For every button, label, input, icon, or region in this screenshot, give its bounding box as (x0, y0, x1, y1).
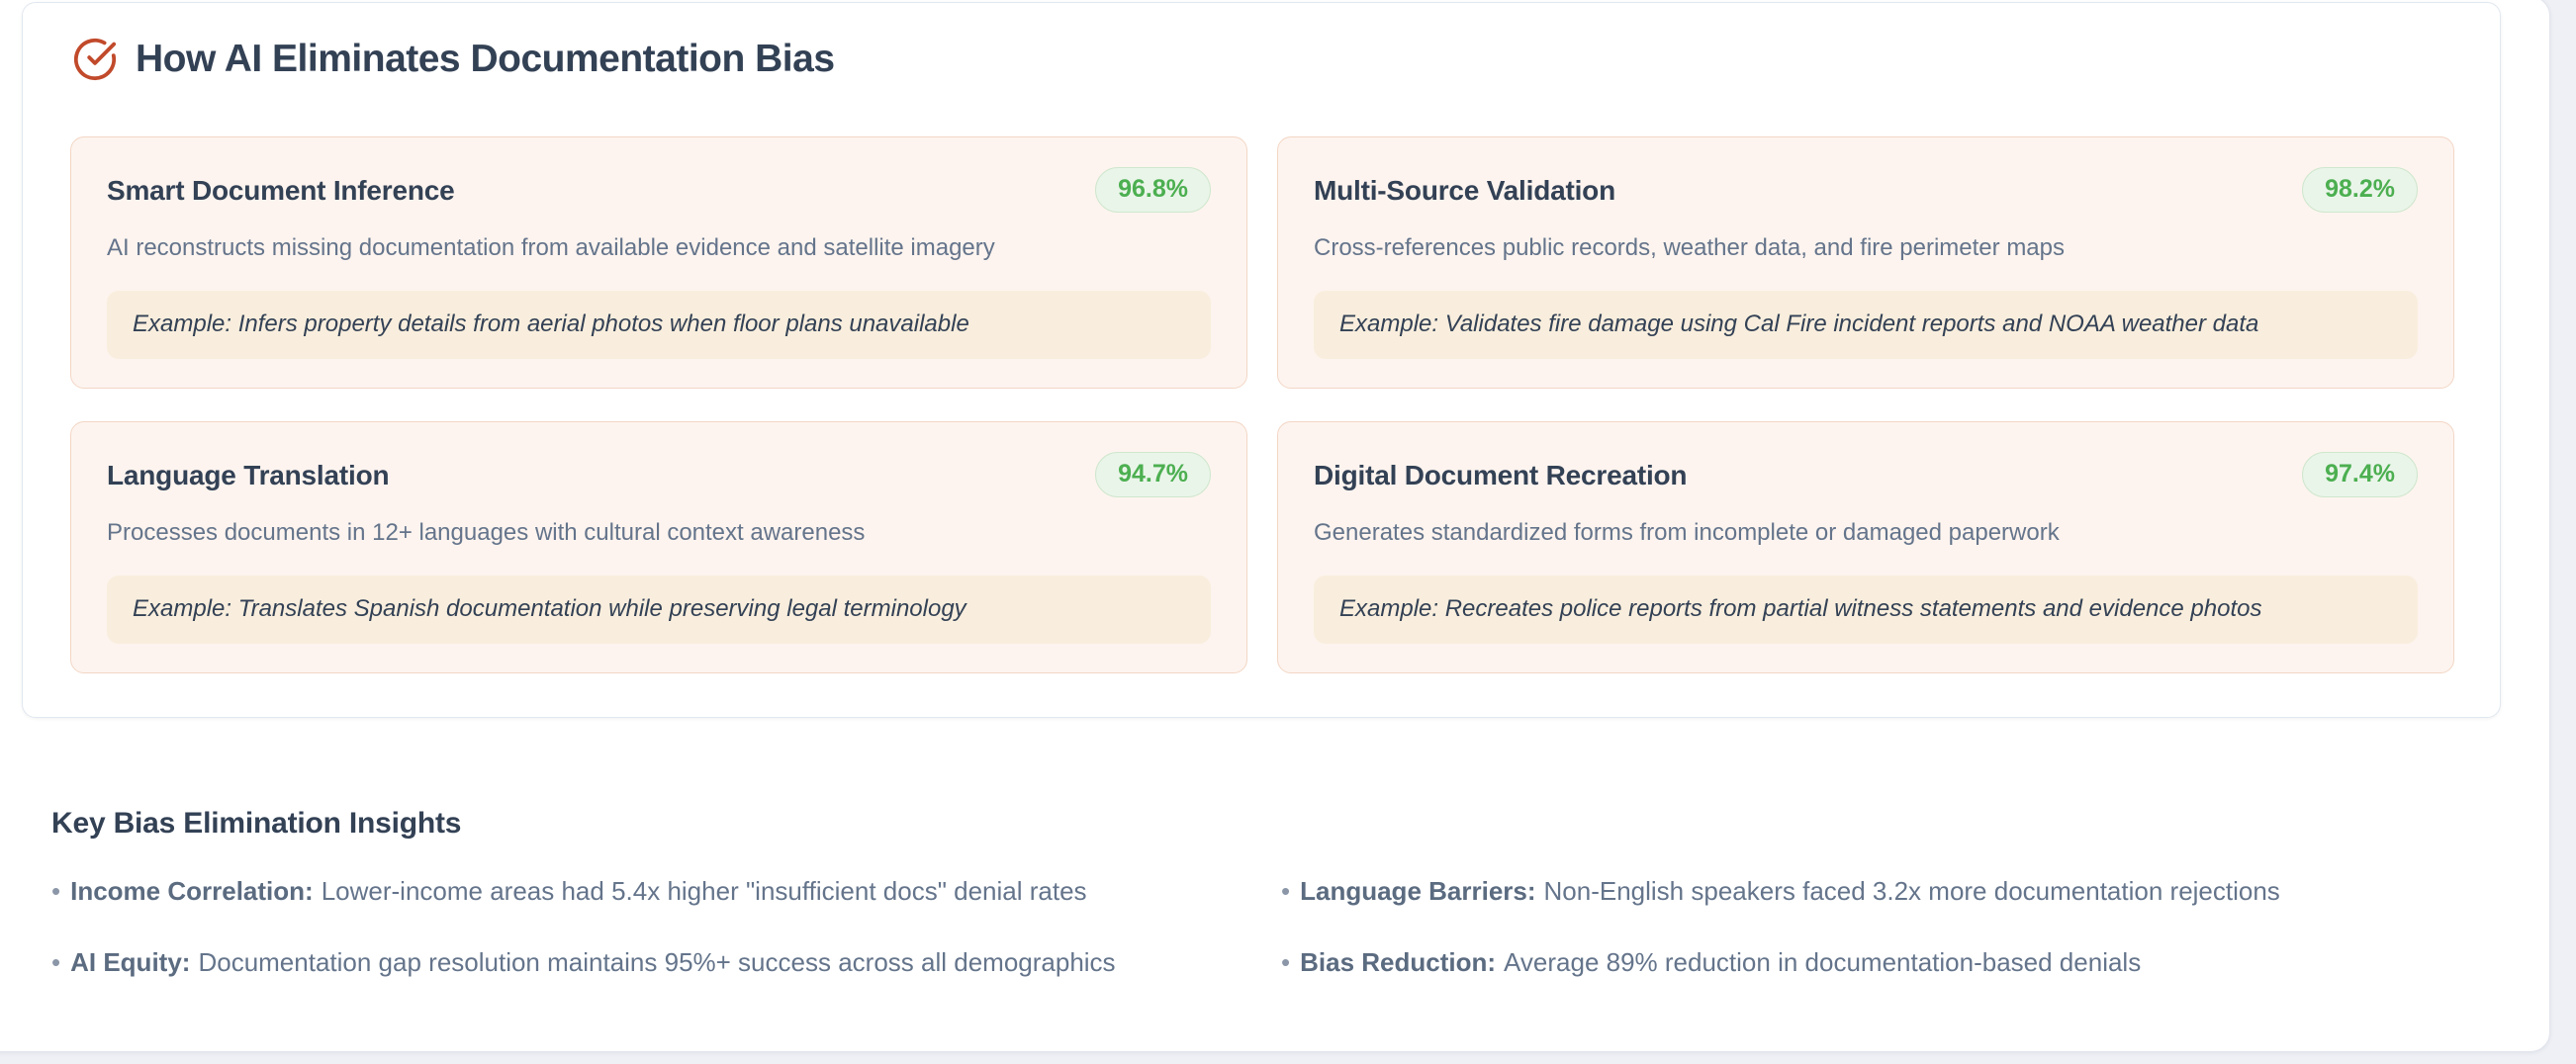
feature-card-language-translation: Language Translation 94.7% Processes doc… (70, 421, 1247, 673)
feature-title: Digital Document Recreation (1314, 460, 1688, 490)
accuracy-badge: 98.2% (2302, 167, 2418, 213)
feature-title: Language Translation (107, 460, 390, 490)
insights-heading: Key Bias Elimination Insights (51, 807, 462, 840)
feature-card-smart-document-inference: Smart Document Inference 96.8% AI recons… (70, 136, 1247, 389)
feature-card-header: Digital Document Recreation 97.4% (1314, 452, 2418, 497)
bullet-icon: • (51, 947, 61, 977)
check-circle-icon (72, 37, 118, 82)
insight-label: AI Equity: (70, 947, 191, 977)
insight-text: Non-English speakers faced 3.2x more doc… (1543, 876, 2280, 906)
insight-label: Language Barriers: (1300, 876, 1536, 906)
bullet-icon: • (1281, 876, 1291, 906)
feature-card-digital-document-recreation: Digital Document Recreation 97.4% Genera… (1277, 421, 2454, 673)
feature-title: Smart Document Inference (107, 175, 455, 206)
bullet-icon: • (1281, 947, 1291, 977)
feature-example: Example: Infers property details from ae… (107, 291, 1211, 360)
accuracy-badge: 97.4% (2302, 452, 2418, 497)
accuracy-badge: 96.8% (1095, 167, 1211, 213)
section-header: How AI Eliminates Documentation Bias (23, 3, 2500, 82)
bullet-icon: • (51, 876, 61, 906)
insight-text: Average 89% reduction in documentation-b… (1504, 947, 2142, 977)
feature-example: Example: Translates Spanish documentatio… (107, 576, 1211, 645)
feature-description: Processes documents in 12+ languages wit… (107, 518, 866, 546)
feature-description: Generates standardized forms from incomp… (1314, 518, 2060, 546)
feature-description: Cross-references public records, weather… (1314, 233, 2065, 261)
insights-grid: • Income Correlation: Lower-income areas h… (51, 869, 2515, 984)
insight-bias-reduction: • Bias Reduction: Average 89% reduction in… (1281, 940, 2511, 984)
insight-label: Bias Reduction: (1300, 947, 1497, 977)
feature-example: Example: Validates fire damage using Cal… (1314, 291, 2418, 360)
feature-card-header: Smart Document Inference 96.8% (107, 167, 1211, 213)
feature-card-header: Multi-Source Validation 98.2% (1314, 167, 2418, 213)
insight-text: Lower-income areas had 5.4x higher "insu… (321, 876, 1087, 906)
features-grid: Smart Document Inference 96.8% AI recons… (70, 136, 2454, 673)
insight-income-correlation: • Income Correlation: Lower-income areas h… (51, 869, 1281, 913)
feature-card-multi-source-validation: Multi-Source Validation 98.2% Cross-refe… (1277, 136, 2454, 389)
insight-ai-equity: • AI Equity: Documentation gap resolution … (51, 940, 1281, 984)
feature-description: AI reconstructs missing documentation fr… (107, 233, 995, 261)
feature-card-header: Language Translation 94.7% (107, 452, 1211, 497)
documentation-bias-section: How AI Eliminates Documentation Bias Sma… (22, 2, 2501, 718)
insight-label: Income Correlation: (70, 876, 314, 906)
accuracy-badge: 94.7% (1095, 452, 1211, 497)
section-title: How AI Eliminates Documentation Bias (136, 38, 835, 80)
feature-example: Example: Recreates police reports from p… (1314, 576, 2418, 645)
key-insights-section: Key Bias Elimination Insights • Income Co… (51, 805, 2515, 984)
insight-language-barriers: • Language Barriers: Non-English speakers … (1281, 869, 2511, 913)
feature-title: Multi-Source Validation (1314, 175, 1615, 206)
insight-text: Documentation gap resolution maintains 9… (198, 947, 1116, 977)
